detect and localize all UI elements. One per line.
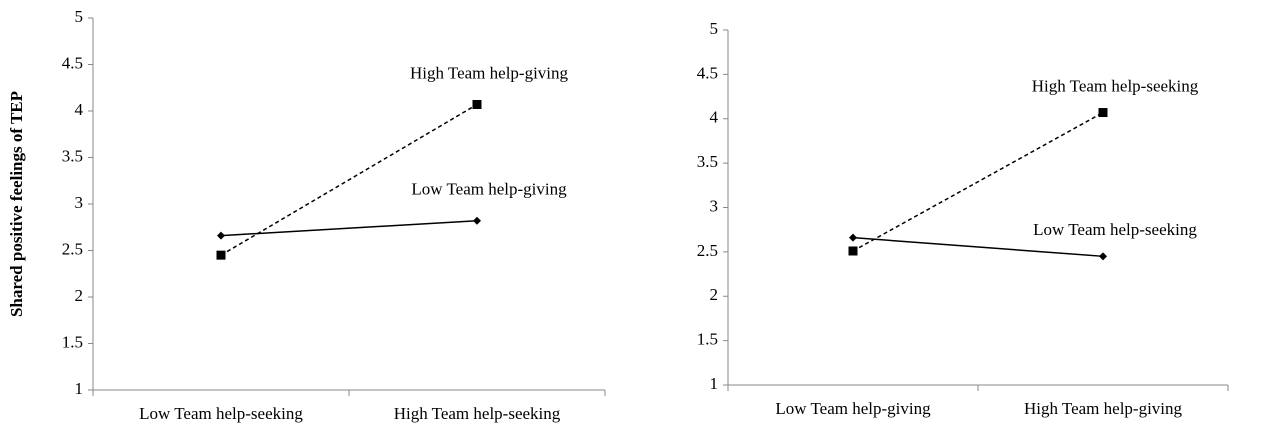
- y-tick-label: 3.5: [697, 152, 718, 171]
- y-tick-label: 4.5: [697, 63, 718, 82]
- marker: [473, 216, 481, 225]
- y-tick-label: 2.5: [697, 241, 718, 260]
- chart: 1 1.5 2 2.5 3 3.5 4 4.5 5 Low Team help-giving Hig…: [697, 19, 1229, 418]
- y-tick-label: 3: [710, 196, 719, 215]
- y-tick-label: 1: [75, 379, 84, 398]
- series-label: Low Team help-seeking: [1033, 220, 1197, 239]
- y-tick-label: 5: [710, 19, 719, 38]
- y-axis-label: Shared positive feelings of TEP: [7, 91, 26, 317]
- y-tick-label: 3: [75, 193, 84, 212]
- x-tick-label: High Team help-seeking: [394, 404, 561, 423]
- series-line: [852, 236, 1104, 258]
- marker: [1098, 108, 1108, 118]
- y-tick-label: 1: [710, 374, 719, 393]
- marker: [1099, 252, 1107, 261]
- marker: [216, 250, 226, 260]
- y-tick-label: 3.5: [62, 146, 83, 165]
- y-tick-label: 2.5: [62, 239, 83, 258]
- series-line: [220, 219, 478, 237]
- marker: [849, 233, 857, 242]
- y-tick-label: 5: [75, 7, 84, 26]
- marker: [217, 231, 225, 240]
- series-label: High Team help-seeking: [1032, 76, 1199, 95]
- marker: [848, 246, 858, 256]
- y-tick-label: 4: [710, 108, 719, 127]
- series-label: Low Team help-giving: [411, 180, 567, 199]
- chart: 1 1.5 2 2.5 3 3.5 4 4.5 5 Low Team help-seeking Hi…: [7, 7, 606, 423]
- x-tick-label: Low Team help-seeking: [139, 404, 303, 423]
- y-tick-label: 2: [75, 286, 84, 305]
- series-line: [852, 111, 1104, 252]
- y-tick-label: 4.5: [62, 53, 83, 72]
- y-tick-label: 1.5: [62, 332, 83, 351]
- series-line: [220, 103, 478, 256]
- y-tick-label: 1.5: [697, 330, 718, 349]
- series-label: High Team help-giving: [410, 63, 569, 82]
- x-tick-label: Low Team help-giving: [775, 399, 931, 418]
- y-tick-label: 4: [75, 100, 84, 119]
- marker: [472, 99, 482, 109]
- x-tick-label: High Team help-giving: [1024, 399, 1183, 418]
- y-tick-label: 2: [710, 285, 719, 304]
